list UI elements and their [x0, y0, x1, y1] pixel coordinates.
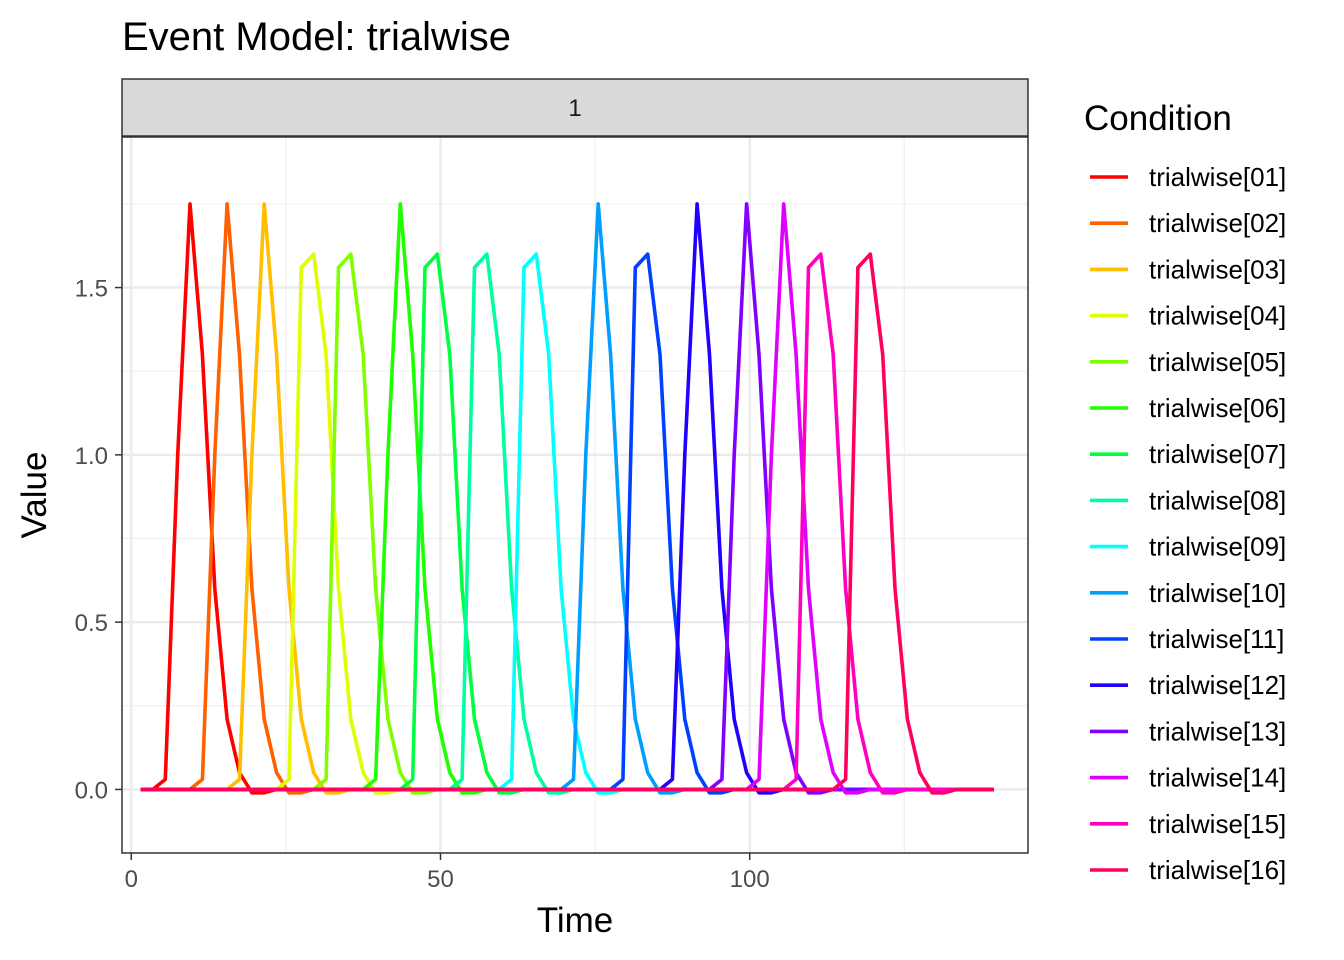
facet-strip: 1 — [122, 79, 1028, 136]
legend-label: trialwise[06] — [1149, 393, 1286, 423]
legend-label: trialwise[07] — [1149, 439, 1286, 469]
y-tick-label: 1.5 — [75, 276, 108, 303]
legend-label: trialwise[09] — [1149, 532, 1286, 562]
legend-label: trialwise[05] — [1149, 347, 1286, 377]
plot-panel — [122, 137, 1028, 853]
legend-label: trialwise[16] — [1149, 855, 1286, 885]
legend-label: trialwise[01] — [1149, 162, 1286, 192]
y-axis-title: Value — [15, 452, 54, 539]
legend-label: trialwise[03] — [1149, 254, 1286, 284]
y-tick-label: 1.0 — [75, 443, 108, 470]
facet-strip-label: 1 — [568, 95, 581, 122]
legend-label: trialwise[04] — [1149, 301, 1286, 331]
x-tick-label: 100 — [730, 866, 770, 893]
x-tick-label: 0 — [125, 866, 138, 893]
y-tick-label: 0.5 — [75, 610, 108, 637]
x-axis-title: Time — [537, 901, 613, 940]
legend-label: trialwise[11] — [1149, 624, 1284, 654]
y-tick-label: 0.0 — [75, 777, 108, 804]
legend-label: trialwise[02] — [1149, 208, 1286, 238]
x-tick-label: 50 — [427, 866, 454, 893]
legend-label: trialwise[12] — [1149, 670, 1286, 700]
legend-title: Condition — [1084, 99, 1232, 138]
y-axis: 0.0 0.5 1.0 1.5 — [75, 276, 122, 805]
legend-label: trialwise[15] — [1149, 809, 1286, 839]
legend-label: trialwise[14] — [1149, 763, 1286, 793]
chart-title: Event Model: trialwise — [122, 15, 511, 59]
legend-label: trialwise[13] — [1149, 716, 1286, 746]
legend-items: trialwise[01] trialwise[02] trialwise[03] t… — [1090, 162, 1286, 885]
x-axis: 0 50 100 — [125, 853, 770, 893]
legend-label: trialwise[10] — [1149, 578, 1286, 608]
legend: Condition trialwise[01]trialwise[02]tria… — [1084, 99, 1286, 885]
legend-label: trialwise[08] — [1149, 485, 1286, 515]
